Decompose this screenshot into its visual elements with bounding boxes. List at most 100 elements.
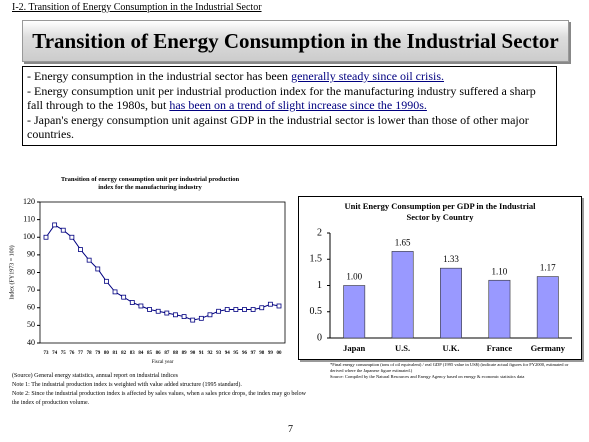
value-label: 1.10 [492, 266, 508, 276]
x-tick-label: 97 [251, 351, 257, 356]
y-tick-label: 0.5 [310, 306, 323, 317]
chart-title: Unit Energy Consumption per GDP in the I… [344, 201, 536, 222]
y-tick-label: 1 [317, 280, 322, 291]
marker [224, 307, 230, 312]
line-chart: 40 50 60 70 80 90 100 110 120 Index (FY1973 = 100… [8, 197, 286, 365]
y-tick-label: 100 [23, 232, 35, 241]
note: (Source) General energy statistics, annu… [12, 373, 179, 379]
bullet-box: - Energy consumption in the industrial s… [22, 66, 557, 146]
bullet: - Energy consumption unit per industrial… [27, 84, 552, 112]
x-tick-label: 92 [207, 351, 213, 356]
x-tick-label: U.S. [395, 343, 410, 353]
chart-title: Transition of energy consumption unit pe… [60, 176, 240, 191]
x-tick-label: 83 [130, 351, 136, 356]
bar [391, 251, 414, 339]
y-tick-label: 0 [317, 332, 322, 343]
x-tick-label: 82 [121, 351, 127, 356]
page-number: 7 [288, 424, 293, 435]
bullet: - Energy consumption in the industrial s… [27, 69, 552, 83]
marker [233, 307, 239, 312]
line [45, 224, 280, 321]
y-tick-label: 60 [27, 303, 35, 312]
y-tick-label: 110 [23, 214, 35, 223]
notes: (Source) General energy statistics, annu… [12, 372, 312, 408]
x-tick-label: 81 [113, 351, 119, 356]
marker [190, 317, 196, 323]
y-tick-label: 2 [317, 227, 322, 238]
marker [69, 234, 75, 240]
marker [147, 307, 152, 312]
x-tick-label: 90 [190, 351, 196, 356]
marker [52, 222, 58, 228]
x-tick-label: 77 [78, 351, 84, 356]
x-tick-label: 76 [69, 351, 75, 356]
note: *Final energy consumption (tons of oil e… [330, 362, 569, 373]
x-tick-label: 00 [277, 351, 283, 356]
marker [242, 307, 247, 312]
x-axis-label: Fiscal year [152, 360, 174, 365]
y-tick-label: 50 [27, 320, 35, 329]
x-tick-label: 88 [173, 351, 179, 356]
bullet-text: has been on a trend of slight increase s… [169, 98, 427, 112]
marker [60, 227, 66, 233]
y-tick-label: 120 [23, 197, 35, 206]
x-tick-label: 86 [156, 351, 162, 356]
x-tick-label: 91 [199, 351, 205, 356]
x-tick-label: 80 [104, 351, 110, 356]
chart-frame [298, 196, 582, 360]
x-tick-label: 89 [182, 351, 188, 356]
bullet-text: - Energy consumption unit per industrial… [27, 84, 536, 112]
marker [198, 315, 204, 321]
marker [95, 266, 101, 272]
value-label: 1.33 [443, 254, 459, 264]
bar [536, 276, 559, 339]
bar-chart: 0 0.5 1 1.5 2 1.00 Japan 1.65 U.S. 1.33 U.K. 1.10 Fr… [310, 227, 572, 353]
note: Source: Compiled by the Natural Resource… [330, 374, 525, 379]
marker [112, 289, 118, 295]
y-tick-label: 1.5 [310, 254, 323, 265]
x-tick-label: 87 [164, 351, 170, 356]
marker [181, 314, 187, 319]
marker [43, 234, 49, 240]
x-tick-label: 96 [242, 351, 248, 356]
x-tick-label: 78 [87, 351, 93, 356]
bullet: - Japan's energy consumption unit agains… [27, 113, 552, 141]
bar [440, 267, 462, 339]
note: Note 1: The industrial production index … [12, 382, 242, 388]
x-tick-label: U.K. [443, 343, 460, 353]
x-tick-label: 75 [61, 351, 67, 356]
plot-area [39, 201, 286, 344]
x-tick-label: 99 [268, 351, 274, 356]
note: Note 2: Since the industrial production … [12, 391, 306, 406]
value-label: 1.17 [540, 263, 556, 273]
marker [276, 303, 282, 309]
marker [78, 247, 83, 252]
y-axis-label: Index (FY1973 = 100) [8, 245, 15, 299]
x-tick-label: France [487, 343, 513, 353]
notes: *Final energy consumption (tons of oil e… [330, 362, 580, 380]
bullet-text: - Energy consumption in the industrial s… [27, 69, 292, 83]
y-tick-label: 90 [27, 250, 35, 259]
marker [207, 312, 213, 318]
marker [216, 308, 221, 314]
x-tick-label: 79 [95, 351, 101, 356]
breadcrumb: I-2. Transition of Energy Consumption in… [12, 2, 262, 13]
marker [121, 294, 127, 300]
bar [343, 285, 366, 339]
bullet-text: - Japan's energy consumption unit agains… [27, 113, 529, 141]
x-tick-label: Germany [531, 343, 566, 353]
x-tick-label: 94 [225, 351, 231, 356]
marker [173, 312, 178, 318]
x-tick-label: 98 [259, 351, 265, 356]
y-tick-label: 80 [27, 267, 35, 276]
bar [488, 279, 511, 339]
marker [129, 300, 135, 305]
bullet-text: generally steady since oil crisis. [291, 69, 445, 83]
marker [164, 310, 170, 316]
marker [86, 257, 92, 263]
marker [104, 278, 109, 284]
y-tick-label: 70 [27, 285, 35, 294]
marker [267, 301, 273, 307]
value-label: 1.00 [346, 272, 362, 282]
